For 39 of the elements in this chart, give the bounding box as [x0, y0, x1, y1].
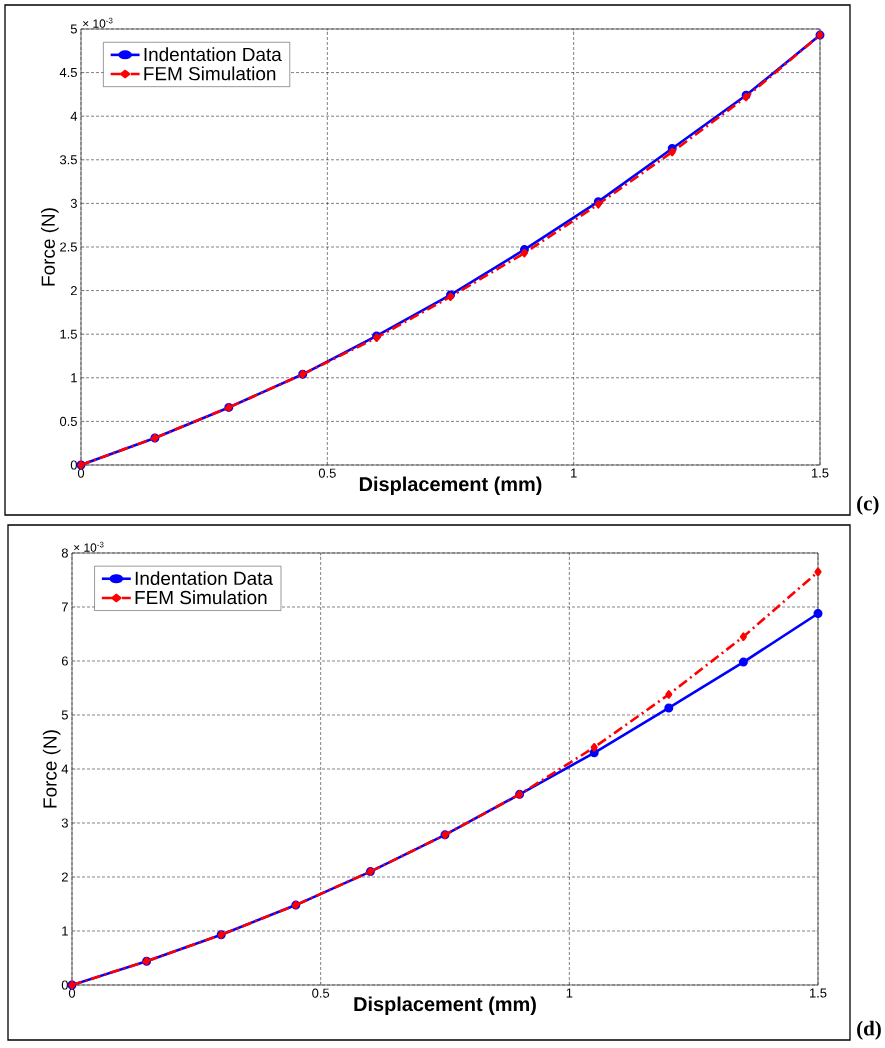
y-tick-label: 1 — [62, 926, 68, 936]
legend-label: Indentation Data — [135, 571, 273, 586]
legend-label: Indentation Data — [144, 47, 282, 62]
text: (d) — [857, 1020, 881, 1040]
legend-label: FEM Simulation — [144, 66, 276, 81]
y-tick-label: 1 — [71, 373, 77, 383]
y-tick-label: 3.5 — [59, 155, 77, 165]
y-tick-label: 4 — [61, 764, 69, 774]
x-tick-label: 0 — [77, 468, 85, 478]
y-axis-title: Force (N) — [41, 208, 59, 286]
y-tick-label: 5 — [61, 710, 68, 720]
y-tick-label: 0.5 — [59, 416, 77, 426]
x-axis-title: Displacement (mm) — [354, 996, 536, 1016]
y-tick-label: 4 — [70, 111, 78, 121]
x-tick-label: 1.5 — [811, 468, 829, 478]
y-axis-title: Force (N) — [42, 730, 61, 808]
x-tick-label: 1.5 — [809, 988, 827, 998]
text: × 10$^{-3}$ — [74, 541, 104, 552]
y-tick-label: 3 — [70, 198, 77, 208]
x-tick-label: 0.5 — [312, 988, 330, 998]
y-tick-label: 3 — [61, 818, 68, 828]
x-tick-label: 1 — [571, 468, 577, 478]
x-tick-label: 0.5 — [318, 468, 336, 478]
text: × 10$^{-3}$ — [83, 17, 113, 28]
y-tick-label: 4.5 — [59, 68, 77, 78]
y-tick-label: 0 — [70, 460, 77, 470]
y-tick-label: 2.5 — [60, 242, 77, 252]
x-tick-label: 1 — [566, 988, 573, 998]
y-tick-label: 2 — [61, 872, 68, 882]
y-tick-label: 1.5 — [60, 329, 77, 339]
y-tick-label: 0 — [61, 980, 68, 990]
legend-label: FEM Simulation — [135, 590, 267, 605]
y-tick-label: 2 — [70, 286, 77, 296]
x-axis-title: Displacement (mm) — [359, 476, 542, 496]
y-tick-label: 7 — [61, 602, 68, 612]
y-tick-label: 5 — [70, 24, 77, 34]
y-tick-label: 8 — [61, 548, 68, 558]
y-tick-label: 6 — [61, 656, 68, 666]
text: (c) — [857, 495, 879, 515]
